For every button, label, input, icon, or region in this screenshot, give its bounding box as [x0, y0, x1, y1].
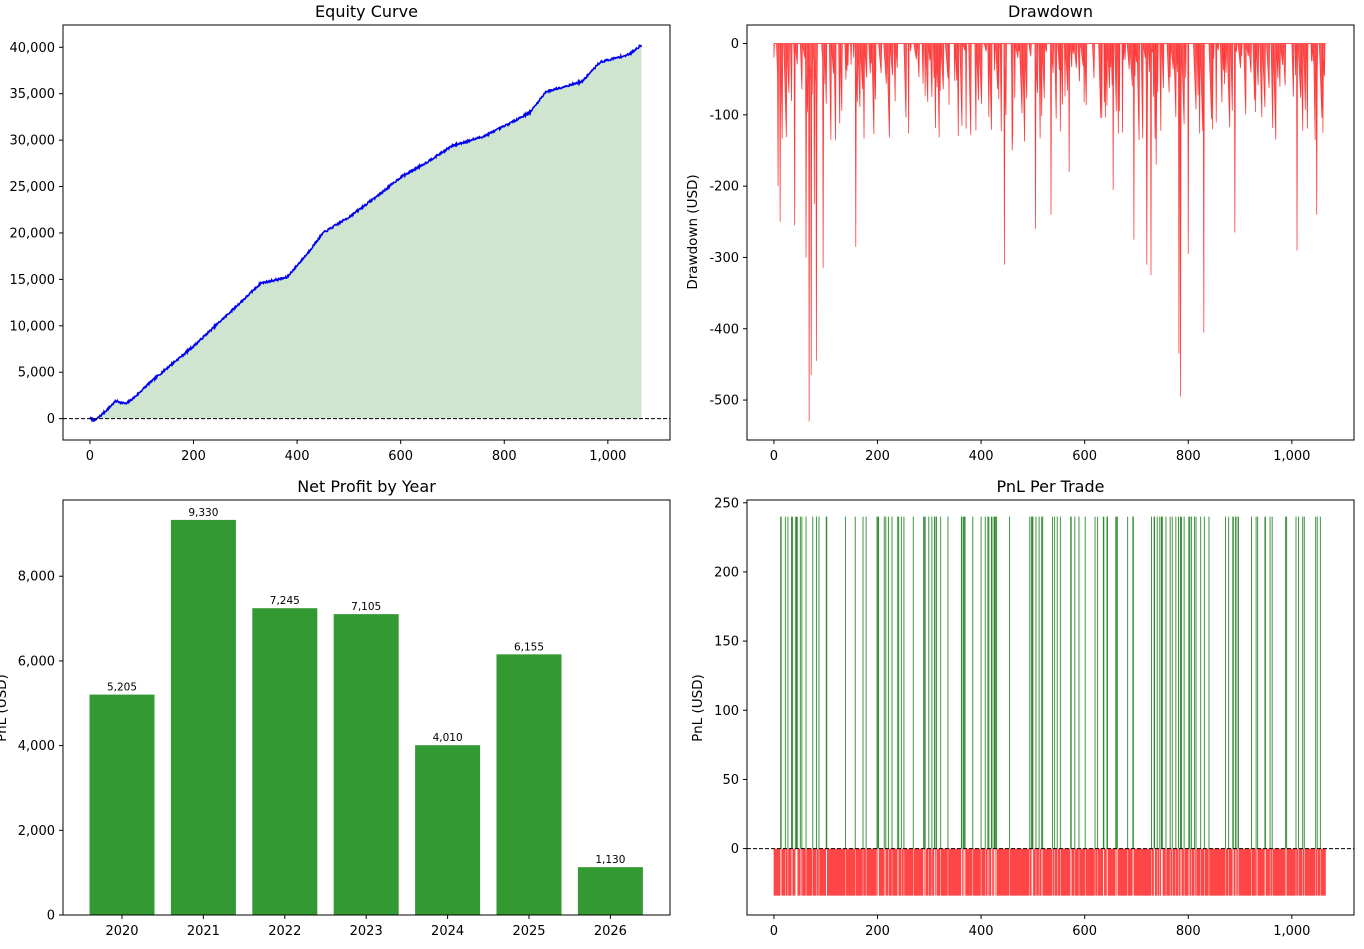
bar-2022 — [252, 608, 318, 915]
drawdown-plot — [773, 43, 1326, 422]
x-tick-label: 600 — [388, 449, 413, 464]
y-tick-label: -300 — [709, 251, 739, 266]
bar-value-label: 7,105 — [351, 601, 381, 613]
y-tick-label: 0 — [47, 909, 55, 924]
net-profit-plot: 5,205 9,330 7,245 7,105 4,010 6,155 1,130 — [89, 507, 643, 916]
bar-value-label: 4,010 — [433, 732, 463, 744]
x-tick-label: 0 — [86, 449, 94, 464]
bar-2020 — [89, 694, 155, 915]
y-tick-label: 2,000 — [18, 824, 55, 839]
bar-value-label: 5,205 — [107, 682, 137, 694]
pnl-loss-bars — [773, 848, 1326, 896]
bar-2023 — [333, 614, 399, 916]
x-tick-label: 400 — [285, 449, 310, 464]
net-profit-ylabel: PnL (USD) — [0, 674, 10, 742]
x-tick-label: 0 — [770, 449, 778, 464]
bar-2025 — [496, 654, 562, 915]
drawdown-axes-frame — [746, 24, 1355, 441]
x-tick-label: 200 — [181, 449, 206, 464]
x-tick-label: 600 — [1072, 924, 1097, 939]
x-tick-label: 400 — [969, 449, 994, 464]
y-tick-label: 50 — [722, 773, 739, 788]
y-tick-label: 10,000 — [10, 319, 56, 334]
bar-value-label: 6,155 — [514, 641, 544, 653]
y-tick-label: 150 — [714, 635, 739, 650]
y-tick-label: 200 — [714, 565, 739, 580]
x-tick-label: 800 — [1176, 449, 1201, 464]
bar-value-label: 1,130 — [595, 854, 625, 866]
drawdown-title: Drawdown — [1008, 2, 1093, 21]
y-tick-label: 30,000 — [10, 134, 56, 149]
y-tick-label: 0 — [47, 412, 55, 427]
y-tick-label: 20,000 — [10, 226, 56, 241]
bar-value-label: 7,245 — [270, 595, 300, 607]
x-tick-label: 2022 — [268, 924, 301, 939]
x-tick-label: 200 — [865, 924, 890, 939]
y-tick-label: -400 — [709, 322, 739, 337]
y-tick-label: 35,000 — [10, 87, 56, 102]
drawdown-panel: Drawdown Drawdown (USD) 0 200 400 600 800 1,0… — [685, 2, 1355, 464]
y-tick-label: 15,000 — [10, 273, 56, 288]
y-tick-label: 250 — [714, 496, 739, 511]
pnl-per-trade-ticks: 0 200 400 600 800 1,000 0 50 100 150 200 250 — [714, 496, 1310, 939]
net-profit-ticks: 2020 2021 2022 2023 2024 2025 2026 0 2,000 4,000 6… — [18, 570, 627, 939]
y-tick-label: 8,000 — [18, 570, 55, 585]
x-tick-label: 2021 — [187, 924, 220, 939]
y-tick-label: 4,000 — [18, 739, 55, 754]
equity-line — [89, 44, 643, 424]
y-tick-label: -500 — [709, 394, 739, 409]
y-tick-label: -200 — [709, 180, 739, 195]
x-tick-label: 1,000 — [589, 449, 626, 464]
pnl-per-trade-title: PnL Per Trade — [997, 477, 1105, 496]
y-tick-label: 6,000 — [18, 654, 55, 669]
x-tick-label: 2024 — [431, 924, 464, 939]
x-tick-label: 2020 — [105, 924, 138, 939]
bar-value-label: 9,330 — [188, 507, 218, 519]
x-tick-label: 0 — [770, 924, 778, 939]
drawdown-area — [773, 43, 1326, 422]
pnl-per-trade-axes-frame — [746, 499, 1355, 916]
net-profit-by-year-panel: Net Profit by Year PnL (USD) 5,205 9,330 7… — [0, 477, 671, 939]
pnl-per-trade-ylabel: PnL (USD) — [690, 674, 706, 742]
x-tick-label: 800 — [492, 449, 517, 464]
y-tick-label: 5,000 — [18, 366, 55, 381]
equity-curve-plot — [63, 44, 670, 424]
drawdown-ticks: 0 200 400 600 800 1,000 0 -100 -200 -300 -400 -500 — [709, 37, 1310, 464]
net-profit-title: Net Profit by Year — [297, 477, 436, 496]
x-tick-label: 800 — [1176, 924, 1201, 939]
x-tick-label: 2023 — [350, 924, 383, 939]
y-tick-label: 100 — [714, 704, 739, 719]
x-tick-label: 400 — [969, 924, 994, 939]
equity-fill-area — [89, 45, 642, 421]
equity-curve-ticks: 0 200 400 600 800 1,000 0 5,000 10,000 15,000 20,0… — [10, 41, 627, 464]
x-tick-label: 1,000 — [1273, 924, 1310, 939]
y-tick-label: 25,000 — [10, 180, 56, 195]
bar-2024 — [415, 745, 481, 915]
bar-2026 — [577, 867, 643, 915]
pnl-per-trade-panel: PnL Per Trade PnL (USD) 0 200 400 600 800 1,0… — [690, 477, 1355, 939]
equity-curve-title: Equity Curve — [315, 2, 418, 21]
x-tick-label: 2026 — [594, 924, 627, 939]
drawdown-ylabel: Drawdown (USD) — [685, 174, 701, 289]
y-tick-label: 40,000 — [10, 41, 56, 56]
pnl-per-trade-plot — [747, 516, 1354, 896]
y-tick-label: -100 — [709, 108, 739, 123]
x-tick-label: 600 — [1072, 449, 1097, 464]
y-tick-label: 0 — [731, 842, 739, 857]
x-tick-label: 1,000 — [1273, 449, 1310, 464]
x-tick-label: 200 — [865, 449, 890, 464]
bar-2021 — [170, 519, 236, 915]
y-tick-label: 0 — [731, 37, 739, 52]
pnl-win-bars — [780, 516, 1321, 849]
equity-curve-panel: Equity Curve 0 200 400 600 800 1,000 0 5,000 10,… — [10, 2, 671, 464]
x-tick-label: 2025 — [512, 924, 545, 939]
